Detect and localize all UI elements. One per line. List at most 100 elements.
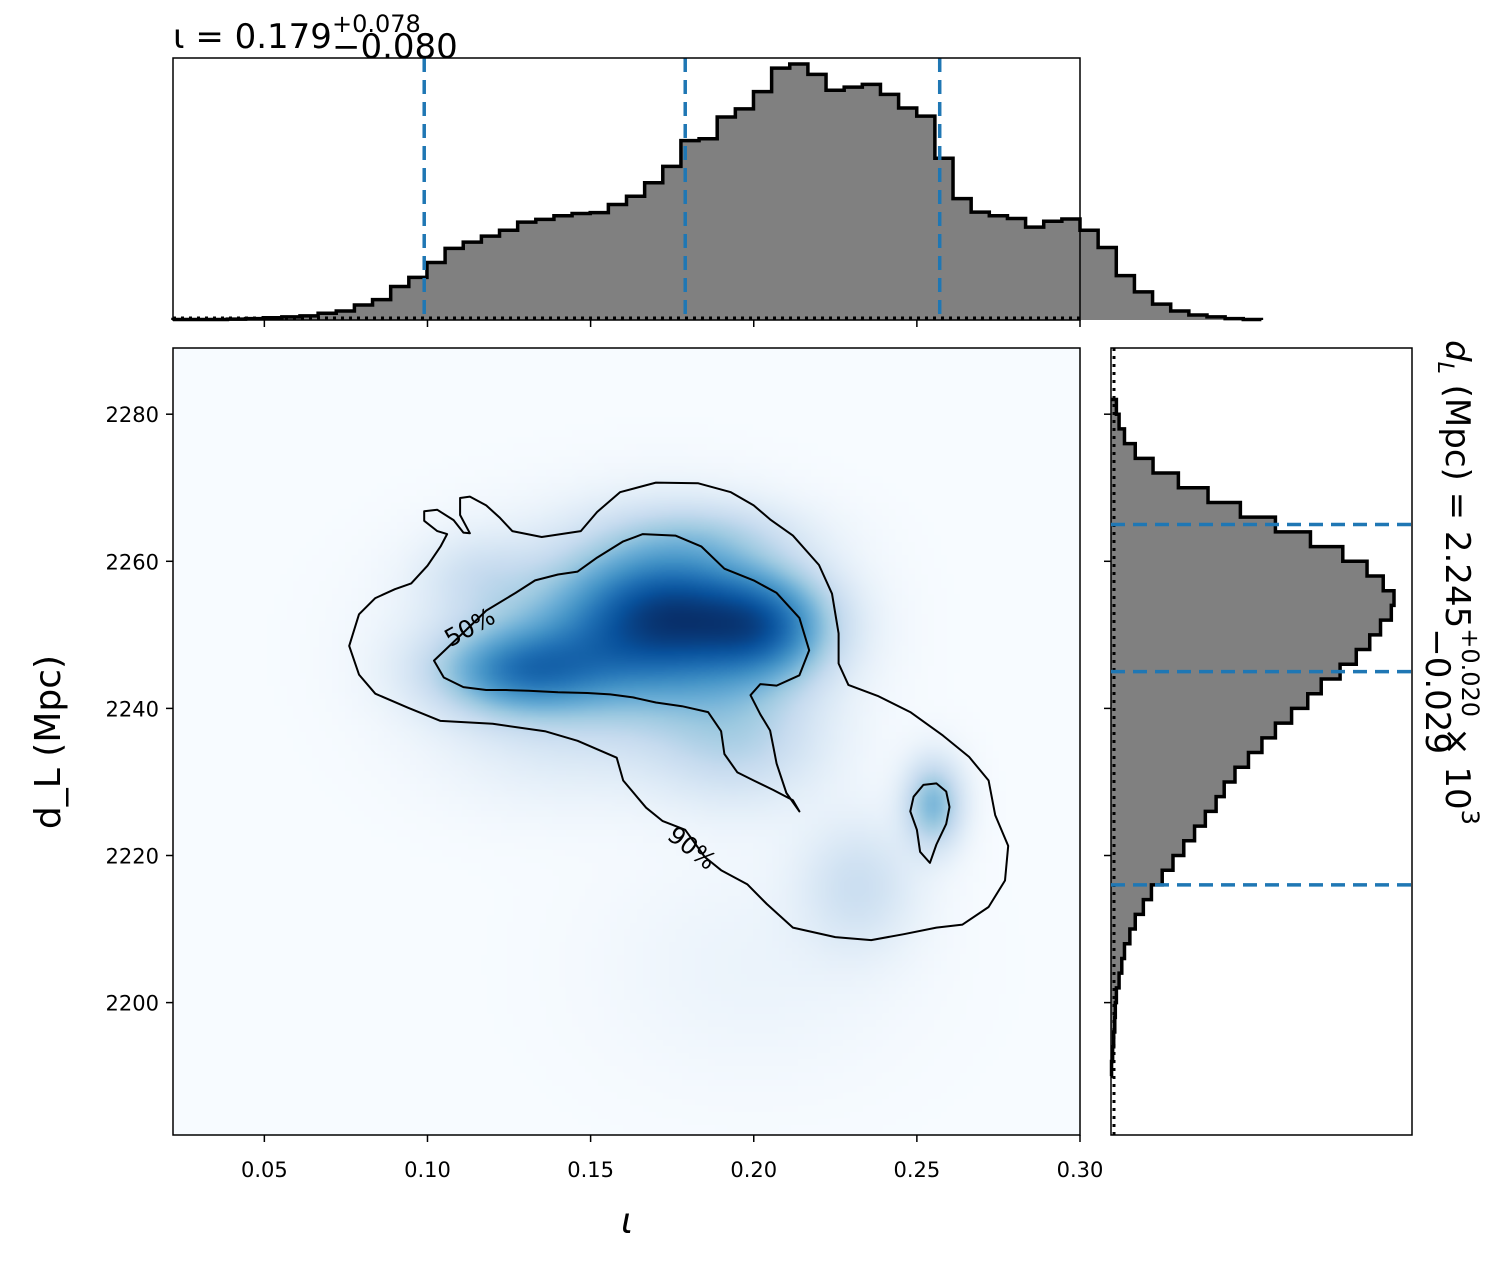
top-hist-bar — [898, 107, 918, 320]
right-hist-bar — [1111, 870, 1163, 886]
x-tick-label: 0.25 — [893, 1158, 940, 1182]
top-hist-bar — [771, 68, 791, 320]
right-hist-bar — [1111, 723, 1276, 739]
contour-line — [348, 481, 1010, 942]
right-hist-bar — [1111, 884, 1152, 901]
top-hist-bar — [1025, 227, 1045, 320]
right-hist-bar — [1111, 546, 1343, 562]
top-hist-bar — [680, 140, 700, 320]
top-hist-bar — [699, 138, 718, 320]
top-hist-bar — [1188, 315, 1208, 320]
x-tick-label: 0.10 — [404, 1158, 451, 1182]
top-title-minus: −0.080 — [332, 27, 458, 67]
right-hist-bar — [1111, 767, 1235, 783]
top-hist-bar — [1043, 221, 1063, 320]
right-panel-title-group: dL (Mpc) = 2.245+0.020 −0.029 × 103 — [1417, 340, 1484, 825]
top-hist-outline — [171, 62, 1264, 322]
right-hist-bar — [1111, 826, 1195, 842]
top-hist-bar — [789, 64, 809, 320]
top-hist-bar — [662, 166, 682, 320]
right-hist-bar — [1111, 590, 1394, 606]
right-hist-bar — [1111, 796, 1217, 812]
right-hist-bar — [1111, 914, 1136, 930]
right-hist-bar — [1111, 811, 1206, 827]
right-panel-title: dL (Mpc) = 2.245+0.020 — [1432, 340, 1484, 717]
right-hist-bar — [1111, 752, 1249, 768]
right-hist-bar — [1111, 1002, 1116, 1018]
right-hist-bar — [1111, 561, 1368, 577]
right-hist-outline — [1109, 397, 1396, 1078]
top-hist-bar — [735, 108, 754, 321]
right-hist-bar — [1111, 708, 1292, 724]
top-hist-bar — [1080, 230, 1099, 320]
top-hist-bar — [717, 117, 736, 320]
top-hist-bar — [626, 196, 646, 320]
right-hist-bar — [1111, 958, 1122, 974]
right-hist-bar — [1111, 634, 1370, 651]
right-panel-frame — [1110, 347, 1413, 1136]
x-tick-label: 0.20 — [730, 1158, 777, 1182]
right-histogram — [1109, 348, 1396, 1135]
top-panel-ticks — [263, 320, 1081, 327]
top-hist-bar — [953, 198, 972, 320]
top-hist-bar — [826, 90, 845, 320]
top-hist-bar — [390, 286, 410, 320]
right-hist-bar — [1111, 531, 1311, 548]
x-tick-label: 0.15 — [567, 1158, 614, 1182]
y-axis-label: d_L (Mpc) — [28, 655, 69, 829]
y-tick-label: 2260 — [106, 550, 159, 574]
right-hist-bar — [1111, 443, 1136, 459]
top-marginal-panel: ι = 0.179+0.078 −0.080 — [171, 10, 1264, 327]
right-hist-bar — [1111, 458, 1154, 474]
y-axis-label-group: d_L (Mpc) — [28, 655, 69, 829]
top-hist-bar — [1134, 291, 1154, 320]
top-hist-bar — [934, 158, 954, 320]
top-hist-bar — [1061, 218, 1081, 320]
right-title-main: (Mpc) = 2.245 — [1437, 385, 1477, 629]
top-hist-bar — [590, 212, 609, 320]
right-hist-bar — [1111, 517, 1276, 533]
top-hist-bar — [807, 74, 827, 321]
top-hist-bar — [354, 305, 374, 320]
top-hist-bar — [445, 248, 464, 320]
top-hist-bar — [1098, 247, 1117, 320]
top-hist-bar — [553, 215, 573, 320]
right-hist-bar — [1111, 487, 1209, 503]
top-hist-bar — [753, 91, 773, 320]
right-hist-bar — [1111, 473, 1179, 489]
right-hist-bar — [1111, 840, 1184, 857]
right-hist-bar — [1111, 399, 1117, 415]
right-marginal-panel: dL (Mpc) = 2.245+0.020 −0.029 × 103 — [1104, 340, 1484, 1136]
joint-panel: 50%90% 0.05 0.10 0.15 0.20 0.25 0.30220022202… — [28, 347, 1104, 1242]
top-hist-bar — [989, 215, 1008, 320]
right-hist-bar — [1111, 737, 1262, 754]
top-hist-bar — [517, 222, 537, 320]
y-tick-label: 2220 — [106, 845, 159, 869]
top-hist-bar — [535, 219, 555, 320]
right-panel-ticks — [1104, 413, 1111, 1004]
top-hist-bar — [862, 84, 881, 321]
top-hist-bar — [1116, 275, 1135, 320]
top-hist-bar — [426, 262, 446, 320]
top-title-plus: +0.078 — [332, 10, 421, 38]
x-tick-label: 0.05 — [241, 1158, 288, 1182]
top-hist-bar — [336, 310, 355, 320]
top-hist-bar — [499, 230, 519, 320]
right-quantile-lines — [1111, 522, 1416, 887]
right-hist-bar — [1111, 855, 1173, 871]
top-hist-bar — [1170, 310, 1190, 320]
right-hist-bar — [1111, 899, 1144, 915]
right-hist-bar — [1111, 929, 1130, 945]
joint-panel-ticks: 0.05 0.10 0.15 0.20 0.25 0.30 2200 2220 2240 2260… — [106, 403, 1104, 1182]
right-hist-bar — [1111, 987, 1117, 1004]
top-panel-title: ι = 0.179+0.078 — [173, 10, 421, 57]
x-axis-label: ι — [621, 1201, 633, 1242]
right-hist-bar — [1111, 678, 1322, 695]
right-hist-bar — [1111, 576, 1384, 592]
y-tick-label: 2200 — [106, 992, 159, 1016]
right-hist-bar — [1111, 781, 1225, 798]
contour-line — [909, 782, 951, 864]
right-title-minus: −0.029 — [1417, 628, 1457, 754]
y-tick-label: 2240 — [106, 697, 159, 721]
right-hist-bar — [1111, 943, 1125, 959]
